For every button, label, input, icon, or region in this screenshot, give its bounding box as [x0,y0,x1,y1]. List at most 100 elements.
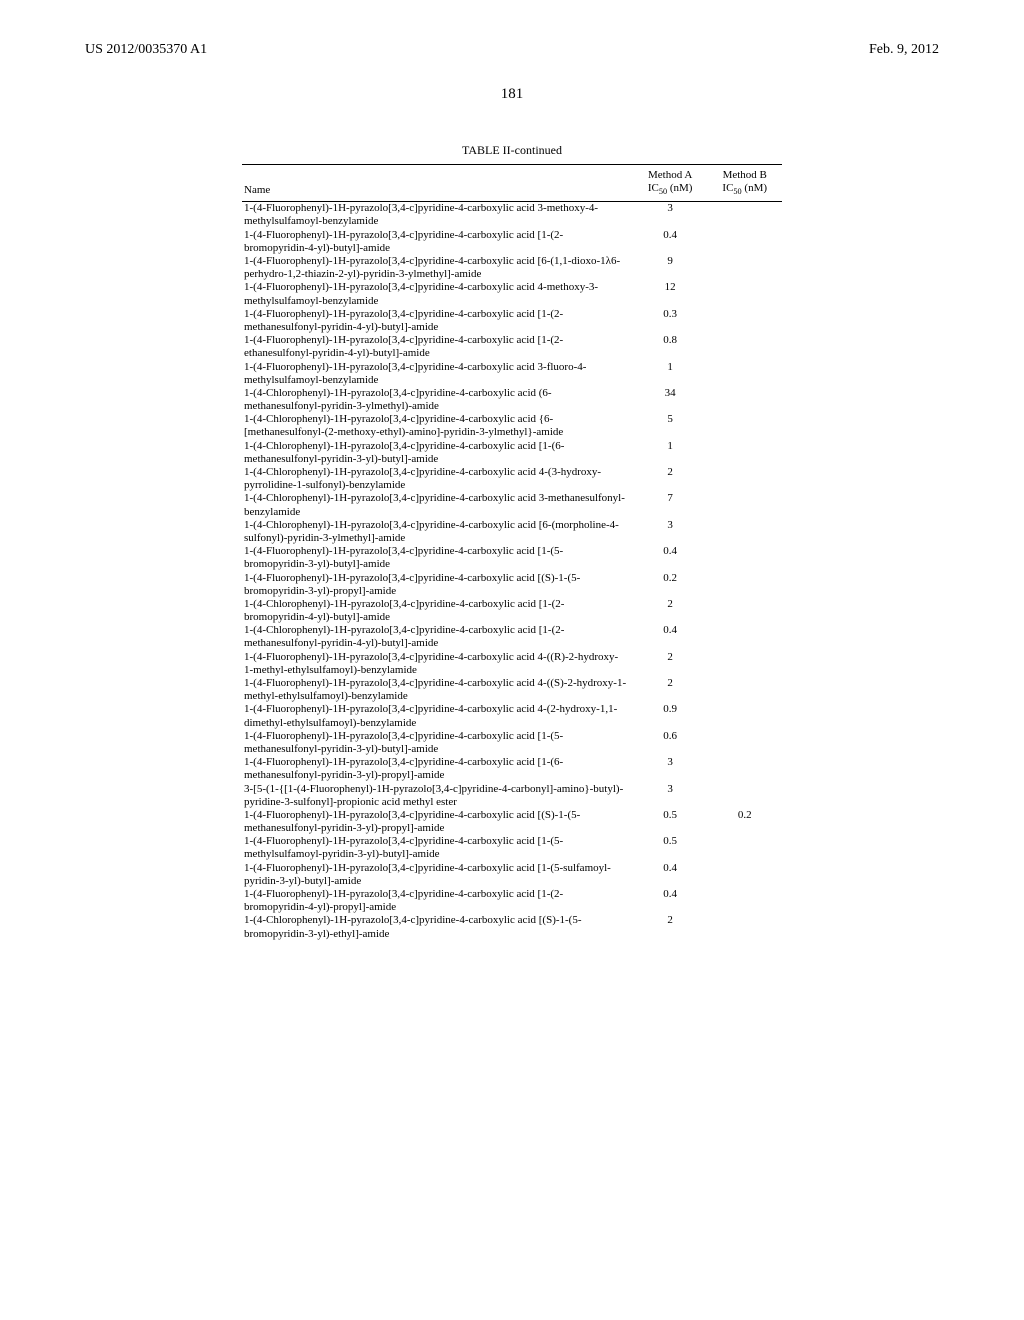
method-b-value [707,572,782,598]
method-a-value: 0.5 [633,809,708,835]
table-row: 1-(4-Fluorophenyl)-1H-pyrazolo[3,4-c]pyr… [242,334,782,360]
compound-name-cell: 1-(4-Chlorophenyl)-1H-pyrazolo[3,4-c]pyr… [242,440,633,466]
method-a-sub: 50 [659,187,667,196]
compound-name-cell: 1-(4-Fluorophenyl)-1H-pyrazolo[3,4-c]pyr… [242,703,633,729]
table-row: 1-(4-Fluorophenyl)-1H-pyrazolo[3,4-c]pyr… [242,255,782,281]
table-row: 1-(4-Fluorophenyl)-1H-pyrazolo[3,4-c]pyr… [242,809,782,835]
table-row: 1-(4-Fluorophenyl)-1H-pyrazolo[3,4-c]pyr… [242,361,782,387]
table-row: 1-(4-Chlorophenyl)-1H-pyrazolo[3,4-c]pyr… [242,492,782,518]
method-a-value: 0.9 [633,703,708,729]
table-row: 1-(4-Fluorophenyl)-1H-pyrazolo[3,4-c]pyr… [242,703,782,729]
method-b-value [707,519,782,545]
method-a-value: 3 [633,783,708,809]
method-b-value [707,334,782,360]
compound-name-cell: 1-(4-Chlorophenyl)-1H-pyrazolo[3,4-c]pyr… [242,413,633,439]
compound-name-cell: 1-(4-Chlorophenyl)-1H-pyrazolo[3,4-c]pyr… [242,624,633,650]
method-b-value [707,835,782,861]
table-row: 1-(4-Fluorophenyl)-1H-pyrazolo[3,4-c]pyr… [242,888,782,914]
method-b-value [707,387,782,413]
table-row: 1-(4-Chlorophenyl)-1H-pyrazolo[3,4-c]pyr… [242,914,782,940]
method-b-label: Method B [723,169,767,181]
method-b-value [707,651,782,677]
method-a-ic: IC [648,182,659,194]
method-b-sub: 50 [733,187,741,196]
method-a-value: 0.4 [633,624,708,650]
compound-name-cell: 1-(4-Fluorophenyl)-1H-pyrazolo[3,4-c]pyr… [242,809,633,835]
method-a-value: 0.4 [633,862,708,888]
method-b-value [707,440,782,466]
method-a-value: 0.4 [633,888,708,914]
table-row: 1-(4-Fluorophenyl)-1H-pyrazolo[3,4-c]pyr… [242,677,782,703]
publication-date: Feb. 9, 2012 [869,42,939,58]
method-b-value [707,255,782,281]
compound-name-cell: 1-(4-Chlorophenyl)-1H-pyrazolo[3,4-c]pyr… [242,914,633,940]
method-b-value [707,545,782,571]
table-row: 1-(4-Chlorophenyl)-1H-pyrazolo[3,4-c]pyr… [242,413,782,439]
page-header: US 2012/0035370 A1 Feb. 9, 2012 [85,42,939,58]
method-b-value [707,466,782,492]
table-row: 1-(4-Chlorophenyl)-1H-pyrazolo[3,4-c]pyr… [242,440,782,466]
method-a-label: Method A [648,169,692,181]
table-row: 1-(4-Fluorophenyl)-1H-pyrazolo[3,4-c]pyr… [242,572,782,598]
method-b-value [707,598,782,624]
compound-name-cell: 1-(4-Chlorophenyl)-1H-pyrazolo[3,4-c]pyr… [242,466,633,492]
method-a-value: 0.8 [633,334,708,360]
compound-name-cell: 1-(4-Fluorophenyl)-1H-pyrazolo[3,4-c]pyr… [242,334,633,360]
compound-name-cell: 1-(4-Fluorophenyl)-1H-pyrazolo[3,4-c]pyr… [242,730,633,756]
table-row: 1-(4-Fluorophenyl)-1H-pyrazolo[3,4-c]pyr… [242,756,782,782]
compound-name-cell: 1-(4-Fluorophenyl)-1H-pyrazolo[3,4-c]pyr… [242,255,633,281]
table-header-row: Name Method A IC50 (nM) Method B IC50 (n… [242,165,782,202]
table-row: 1-(4-Fluorophenyl)-1H-pyrazolo[3,4-c]pyr… [242,545,782,571]
method-a-value: 5 [633,413,708,439]
compound-name-cell: 1-(4-Fluorophenyl)-1H-pyrazolo[3,4-c]pyr… [242,835,633,861]
method-a-value: 34 [633,387,708,413]
table-row: 1-(4-Fluorophenyl)-1H-pyrazolo[3,4-c]pyr… [242,229,782,255]
method-a-unit: (nM) [667,182,692,194]
table-row: 1-(4-Fluorophenyl)-1H-pyrazolo[3,4-c]pyr… [242,202,782,229]
method-a-value: 0.4 [633,545,708,571]
method-b-value [707,783,782,809]
table-row: 1-(4-Fluorophenyl)-1H-pyrazolo[3,4-c]pyr… [242,308,782,334]
table-row: 1-(4-Chlorophenyl)-1H-pyrazolo[3,4-c]pyr… [242,519,782,545]
table-row: 1-(4-Chlorophenyl)-1H-pyrazolo[3,4-c]pyr… [242,387,782,413]
method-a-value: 0.3 [633,308,708,334]
method-a-value: 12 [633,281,708,307]
compound-name-cell: 1-(4-Fluorophenyl)-1H-pyrazolo[3,4-c]pyr… [242,281,633,307]
table-row: 1-(4-Fluorophenyl)-1H-pyrazolo[3,4-c]pyr… [242,862,782,888]
col-header-method-a: Method A IC50 (nM) [633,165,708,202]
compound-name-cell: 1-(4-Fluorophenyl)-1H-pyrazolo[3,4-c]pyr… [242,651,633,677]
method-b-value [707,308,782,334]
compound-name-cell: 1-(4-Fluorophenyl)-1H-pyrazolo[3,4-c]pyr… [242,308,633,334]
table-row: 1-(4-Fluorophenyl)-1H-pyrazolo[3,4-c]pyr… [242,651,782,677]
compound-name-cell: 1-(4-Fluorophenyl)-1H-pyrazolo[3,4-c]pyr… [242,862,633,888]
compound-name-cell: 1-(4-Fluorophenyl)-1H-pyrazolo[3,4-c]pyr… [242,361,633,387]
compound-name-cell: 1-(4-Fluorophenyl)-1H-pyrazolo[3,4-c]pyr… [242,545,633,571]
method-b-value: 0.2 [707,809,782,835]
method-b-ic: IC [722,182,733,194]
publication-number: US 2012/0035370 A1 [85,42,207,58]
compound-name-cell: 3-[5-(1-{[1-(4-Fluorophenyl)-1H-pyrazolo… [242,783,633,809]
compound-name-cell: 1-(4-Fluorophenyl)-1H-pyrazolo[3,4-c]pyr… [242,756,633,782]
method-b-value [707,361,782,387]
method-b-value [707,914,782,940]
method-b-value [707,888,782,914]
method-a-value: 2 [633,677,708,703]
method-b-value [707,281,782,307]
table-row: 1-(4-Chlorophenyl)-1H-pyrazolo[3,4-c]pyr… [242,624,782,650]
table-row: 1-(4-Fluorophenyl)-1H-pyrazolo[3,4-c]pyr… [242,730,782,756]
method-b-value [707,202,782,229]
method-b-value [707,413,782,439]
compound-name-cell: 1-(4-Fluorophenyl)-1H-pyrazolo[3,4-c]pyr… [242,677,633,703]
col-header-name: Name [242,165,633,202]
method-b-value [707,862,782,888]
compound-name-cell: 1-(4-Chlorophenyl)-1H-pyrazolo[3,4-c]pyr… [242,519,633,545]
method-a-value: 2 [633,466,708,492]
method-a-value: 2 [633,598,708,624]
method-a-value: 3 [633,519,708,545]
method-b-unit: (nM) [742,182,767,194]
compound-name-cell: 1-(4-Fluorophenyl)-1H-pyrazolo[3,4-c]pyr… [242,888,633,914]
data-table: Name Method A IC50 (nM) Method B IC50 (n… [242,164,782,941]
table-row: 1-(4-Chlorophenyl)-1H-pyrazolo[3,4-c]pyr… [242,598,782,624]
page-number: 181 [85,86,939,103]
compound-name-cell: 1-(4-Fluorophenyl)-1H-pyrazolo[3,4-c]pyr… [242,229,633,255]
